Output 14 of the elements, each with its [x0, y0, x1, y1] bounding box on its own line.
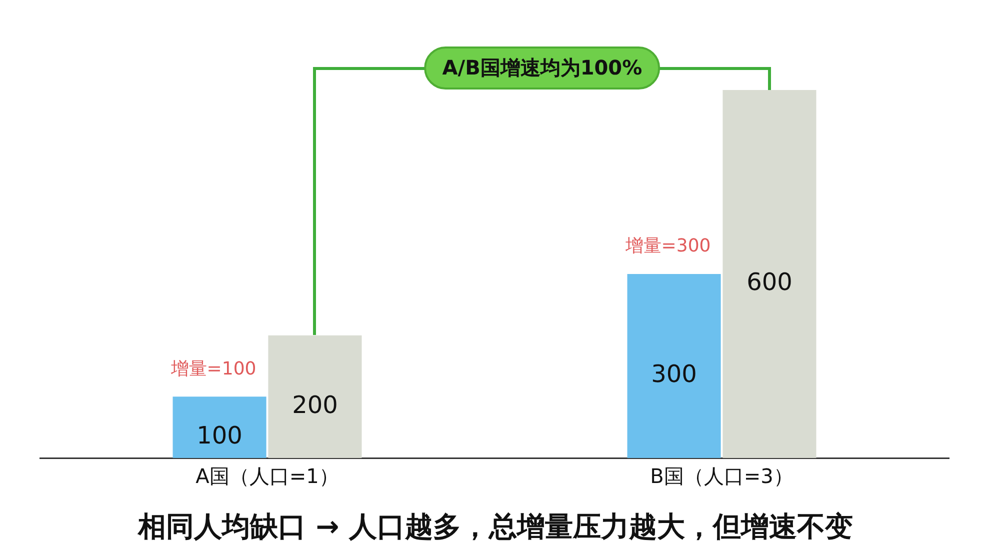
text: 相同人均缺口 → 人口越多，总增量压力越大，但增速不变 — [136, 509, 854, 545]
data-label: 300 — [651, 360, 697, 388]
bar — [627, 274, 721, 458]
x-tick-label: A国（人口=1） — [196, 464, 339, 488]
annotation: 增量=100 — [170, 358, 256, 380]
annotation: 增量=300 — [624, 236, 711, 257]
text: A/B国增速均为100% — [424, 46, 660, 90]
data-label: 100 — [196, 422, 242, 450]
x-tick-label: B国（人口=3） — [650, 464, 794, 488]
data-label: 200 — [292, 390, 338, 419]
bar — [722, 90, 816, 458]
bar — [172, 396, 266, 458]
data-label: 600 — [746, 268, 792, 296]
bar — [268, 335, 362, 458]
